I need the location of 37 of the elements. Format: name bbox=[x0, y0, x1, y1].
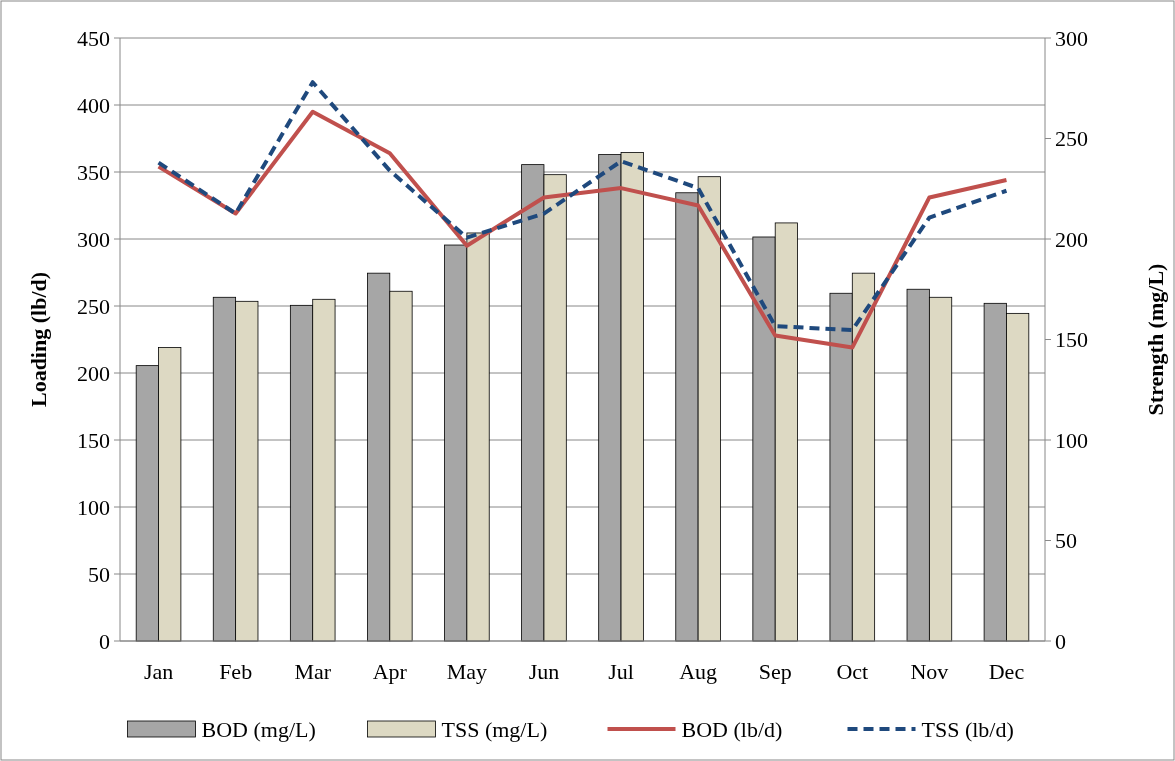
x-tick-label: May bbox=[446, 659, 488, 684]
y-tick-label: 400 bbox=[77, 92, 110, 118]
x-tick-label: Oct bbox=[836, 659, 869, 684]
line-series bbox=[156, 109, 1009, 350]
y-tick-label: 450 bbox=[77, 25, 110, 51]
y2-axis-title: Strength (mg/L) bbox=[1143, 263, 1168, 416]
y-tick-label: 350 bbox=[77, 159, 110, 185]
y-tick-label: 50 bbox=[88, 561, 110, 587]
x-tick-label: Mar bbox=[294, 659, 332, 684]
x-tick-label: Sep bbox=[758, 659, 792, 684]
y-tick-label: 300 bbox=[77, 226, 110, 252]
y2-tick-label: 200 bbox=[1055, 226, 1088, 252]
y-tick-label: 150 bbox=[77, 427, 110, 453]
y-tick-label: 250 bbox=[77, 293, 110, 319]
x-tick-label: Jun bbox=[528, 659, 560, 684]
y2-tick-label: 0 bbox=[1055, 628, 1066, 654]
y2-tick-label: 300 bbox=[1055, 25, 1088, 51]
y2-tick-label: 50 bbox=[1055, 528, 1077, 554]
legend-label: BOD (mg/L) bbox=[201, 716, 316, 742]
line-series bbox=[156, 80, 1009, 333]
y-axis-title: Loading (lb/d) bbox=[26, 271, 51, 408]
y-tick-label: 0 bbox=[99, 628, 110, 654]
legend-label: TSS (mg/L) bbox=[441, 716, 548, 742]
x-tick-label: Nov bbox=[910, 659, 949, 684]
x-tick-label: Apr bbox=[372, 659, 408, 684]
x-tick-label: Feb bbox=[219, 659, 253, 684]
x-tick-label: Jan bbox=[143, 659, 174, 684]
y2-tick-label: 100 bbox=[1055, 427, 1088, 453]
x-tick-label: Aug bbox=[679, 659, 718, 684]
x-tick-label: Jul bbox=[608, 659, 634, 684]
y-tick-label: 200 bbox=[77, 360, 110, 386]
legend-label: TSS (lb/d) bbox=[921, 716, 1014, 742]
y2-tick-label: 250 bbox=[1055, 126, 1088, 152]
y-tick-label: 100 bbox=[77, 494, 110, 520]
x-tick-label: Dec bbox=[988, 659, 1025, 684]
y2-tick-label: 150 bbox=[1055, 327, 1088, 353]
legend-label: BOD (lb/d) bbox=[681, 716, 783, 742]
